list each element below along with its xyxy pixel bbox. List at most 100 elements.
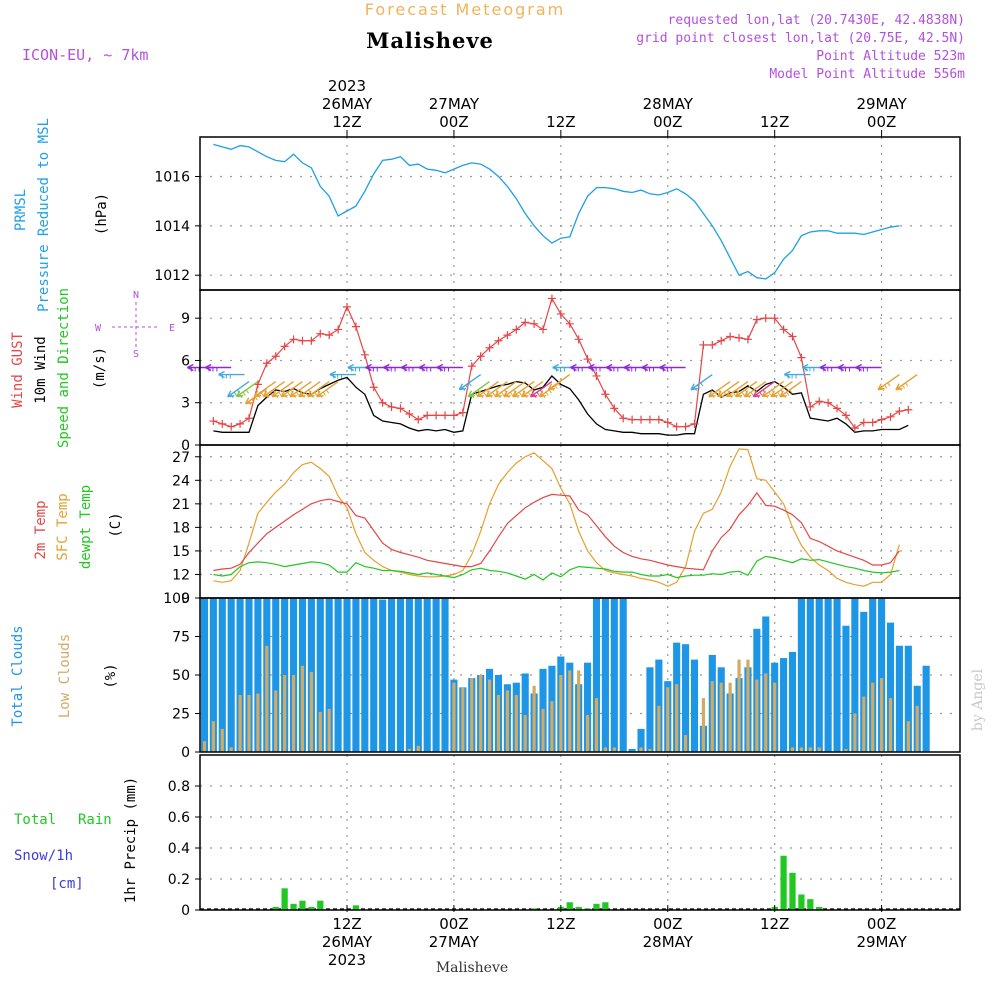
rain-bar (593, 903, 600, 910)
side-labels: PRMSL Pressure Reduced to MSL (hPa) Wind… (10, 118, 175, 903)
gust-marker (530, 319, 539, 328)
total-cloud-bar (895, 645, 903, 752)
wind-arrow-head (218, 370, 225, 379)
wind-arrow-head (717, 390, 725, 398)
low-cloud-bar (211, 721, 215, 752)
total-clouds-label: Total Clouds (10, 625, 26, 726)
gust-marker (672, 422, 681, 431)
t2m-label: 2m Temp (33, 500, 49, 559)
ytick-label: 3 (181, 396, 190, 412)
wind-arrow-head (400, 363, 408, 372)
total-cloud-bar (316, 598, 324, 752)
low-cloud-bar (799, 747, 804, 752)
wind-arrow (752, 381, 776, 398)
ytick-label: 0.2 (168, 872, 190, 888)
total-cloud-bar (815, 598, 823, 752)
wind-arrow (262, 381, 286, 398)
rain-bar (584, 908, 591, 910)
total-cloud-bar (343, 598, 351, 752)
wind-arrow-barb (518, 391, 522, 396)
gust-marker (592, 371, 601, 380)
gust-marker (271, 352, 280, 361)
top-title: Forecast Meteogram (365, 0, 565, 19)
total-cloud-bar (209, 598, 217, 752)
total-cloud-bar (690, 659, 699, 752)
wind-arrow-head (298, 390, 306, 398)
wind-arrow-shaft (726, 381, 749, 398)
low-cloud-bar (888, 698, 893, 752)
gust-marker (334, 325, 343, 334)
wind-arrow (218, 370, 245, 379)
low-cloud-bar (229, 747, 233, 752)
gust-marker (841, 411, 850, 420)
ytick-label: 6 (181, 353, 190, 369)
gust-marker (556, 309, 565, 318)
gust-marker (245, 414, 254, 423)
low-cloud-bar (871, 682, 875, 752)
wind-arrow-barb (696, 384, 701, 389)
gust-marker (351, 322, 360, 331)
total-cloud-bar (860, 611, 868, 752)
wind-arrow-head (307, 390, 315, 398)
low-cloud-bar (844, 748, 848, 752)
rain-bar (281, 888, 288, 910)
wind-arrow-shaft (735, 381, 758, 398)
wind-arrow-shaft (262, 381, 286, 398)
wind-arrow (659, 363, 686, 372)
gust-marker (645, 415, 654, 424)
time-label: 27MAY (429, 933, 480, 951)
wind-arrow-barb (483, 391, 487, 396)
wind-arrow-shaft (485, 381, 508, 398)
wind-arrow-barb (283, 394, 288, 398)
ytick-label: 0 (181, 438, 190, 454)
wind-arrow-barb (296, 391, 300, 396)
wind-arrow-barb (732, 391, 736, 396)
wind-arrow-head (467, 390, 476, 398)
wind-arrow-shaft (298, 381, 321, 398)
wind-arrow-barb (500, 391, 505, 396)
gust-marker (726, 332, 735, 341)
wind-arrow-head (743, 390, 752, 398)
wind-arrow-barb (239, 394, 243, 398)
wind-arrow (316, 381, 339, 398)
wind-arrow-barb (245, 389, 249, 394)
low-cloud-bar (683, 735, 688, 752)
gust-marker (761, 314, 770, 323)
low-cloud-bar (291, 675, 296, 752)
gust-marker (565, 319, 574, 328)
time-label: 00Z (439, 113, 468, 131)
wind-arrow-barb (292, 394, 296, 398)
wind-arrow-head (761, 390, 770, 398)
low-cloud-bar (719, 682, 723, 752)
wind-arrow-shaft (254, 381, 277, 398)
sfc-temp-line (213, 448, 900, 587)
wind-arrow-head (365, 363, 372, 372)
celsius-unit: (C) (108, 512, 124, 537)
total-cloud-bar (254, 598, 262, 752)
low-cloud-bar (300, 665, 305, 752)
ytick-label: 21 (172, 497, 190, 513)
wind-arrow-head (347, 363, 355, 372)
total-cloud-bar (361, 598, 369, 752)
requested-coords: requested lon,lat (20.7430E, 42.4838N) (668, 13, 965, 28)
panel-frame (199, 754, 961, 911)
wind-arrow-barb (310, 394, 314, 398)
ytick-label: 18 (172, 520, 190, 536)
gust-marker (833, 404, 842, 413)
low-cloud-bar (559, 675, 563, 752)
total-cloud-bar (833, 598, 841, 752)
ms-unit: (m/s) (92, 347, 108, 389)
pressure-msl-label: Pressure Reduced to MSL (36, 118, 52, 312)
gust-marker (262, 359, 271, 368)
time-label: 12Z (332, 113, 361, 131)
low-cloud-bar (550, 701, 554, 752)
wind-arrow-barb (887, 382, 891, 387)
total-cloud-bar (370, 598, 378, 752)
total-cloud-bar (334, 598, 342, 752)
low-cloud-bar (594, 698, 599, 752)
ytick-label: 1014 (154, 219, 190, 235)
wind-arrow-barb (471, 394, 475, 398)
low-cloud-bar (461, 687, 465, 752)
wind-arrow (734, 381, 758, 398)
